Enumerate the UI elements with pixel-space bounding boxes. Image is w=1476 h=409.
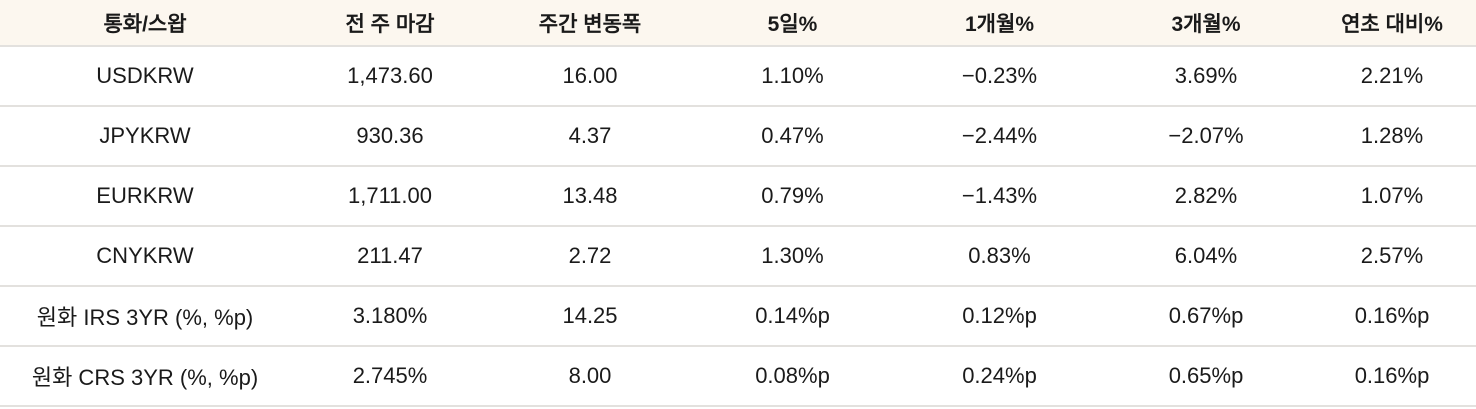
table-row-krw-crs-3yr: 원화 CRS 3YR (%, %p) 2.745% 8.00 0.08%p 0.…	[0, 345, 1476, 406]
cell-weekly-range: 16.00	[490, 45, 690, 106]
cell-3month-pct: 0.65%p	[1104, 345, 1308, 406]
cell-3month-pct: 0.67%p	[1104, 285, 1308, 346]
cell-1month-pct: −0.23%	[895, 45, 1104, 106]
cell-ytd-pct: 1.07%	[1308, 165, 1476, 226]
cell-3month-pct: −2.07%	[1104, 105, 1308, 166]
cell-ytd-pct: 0.16%p	[1308, 285, 1476, 346]
column-header-1month-pct: 1개월%	[895, 0, 1104, 46]
table-row-krw-irs-3yr: 원화 IRS 3YR (%, %p) 3.180% 14.25 0.14%p 0…	[0, 285, 1476, 346]
cell-3month-pct: 2.82%	[1104, 165, 1308, 226]
column-header-weekly-range: 주간 변동폭	[490, 0, 690, 46]
header-row: 통화/스왑 전 주 마감 주간 변동폭 5일% 1개월% 3개월% 연초 대비%	[0, 0, 1476, 46]
cell-5day-pct: 0.47%	[690, 105, 895, 166]
cell-5day-pct: 1.10%	[690, 45, 895, 106]
cell-1month-pct: −2.44%	[895, 105, 1104, 166]
cell-weekly-range: 2.72	[490, 225, 690, 286]
cell-3month-pct: 6.04%	[1104, 225, 1308, 286]
cell-1month-pct: 0.24%p	[895, 345, 1104, 406]
table-row-eurkrw: EURKRW 1,711.00 13.48 0.79% −1.43% 2.82%…	[0, 165, 1476, 226]
cell-5day-pct: 0.08%p	[690, 345, 895, 406]
column-header-5day-pct: 5일%	[690, 0, 895, 46]
cell-prev-week-close: 3.180%	[290, 285, 490, 346]
column-header-currency-swap: 통화/스왑	[0, 0, 290, 46]
cell-1month-pct: −1.43%	[895, 165, 1104, 226]
cell-5day-pct: 1.30%	[690, 225, 895, 286]
cell-ytd-pct: 0.16%p	[1308, 345, 1476, 406]
cell-5day-pct: 0.14%p	[690, 285, 895, 346]
column-header-prev-week-close: 전 주 마감	[290, 0, 490, 46]
cell-ytd-pct: 1.28%	[1308, 105, 1476, 166]
cell-3month-pct: 3.69%	[1104, 45, 1308, 106]
row-label: 원화 CRS 3YR (%, %p)	[0, 345, 290, 406]
cell-ytd-pct: 2.57%	[1308, 225, 1476, 286]
column-header-ytd-pct: 연초 대비%	[1308, 0, 1476, 46]
cell-ytd-pct: 2.21%	[1308, 45, 1476, 106]
row-label: USDKRW	[0, 45, 290, 106]
row-label: EURKRW	[0, 165, 290, 226]
cell-prev-week-close: 211.47	[290, 225, 490, 286]
cell-prev-week-close: 1,711.00	[290, 165, 490, 226]
cell-weekly-range: 8.00	[490, 345, 690, 406]
cell-weekly-range: 14.25	[490, 285, 690, 346]
column-header-3month-pct: 3개월%	[1104, 0, 1308, 46]
cell-weekly-range: 13.48	[490, 165, 690, 226]
row-label: 원화 IRS 3YR (%, %p)	[0, 285, 290, 346]
cell-weekly-range: 4.37	[490, 105, 690, 166]
cell-1month-pct: 0.83%	[895, 225, 1104, 286]
cell-5day-pct: 0.79%	[690, 165, 895, 226]
cell-prev-week-close: 2.745%	[290, 345, 490, 406]
table-row-jpykrw: JPYKRW 930.36 4.37 0.47% −2.44% −2.07% 1…	[0, 105, 1476, 166]
table-row-usdkrw: USDKRW 1,473.60 16.00 1.10% −0.23% 3.69%…	[0, 45, 1476, 106]
table-row-cnykrw: CNYKRW 211.47 2.72 1.30% 0.83% 6.04% 2.5…	[0, 225, 1476, 286]
row-label: JPYKRW	[0, 105, 290, 166]
cell-prev-week-close: 1,473.60	[290, 45, 490, 106]
row-label: CNYKRW	[0, 225, 290, 286]
cell-1month-pct: 0.12%p	[895, 285, 1104, 346]
cell-prev-week-close: 930.36	[290, 105, 490, 166]
